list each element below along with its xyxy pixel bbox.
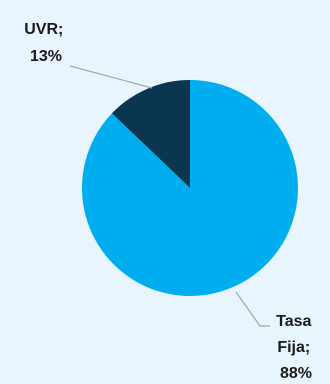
pie-slice-tasa-fija <box>81 80 298 297</box>
data-label-tasa-fija-value: 88% <box>280 365 312 382</box>
data-label-uvr-name: UVR; <box>24 21 63 38</box>
data-label-tasa-fija: Tasa Fija; 88% <box>276 313 316 382</box>
data-label-tasa-fija-name-2: Fija; <box>277 339 310 356</box>
data-label-tasa-fija-name-1: Tasa <box>276 313 311 330</box>
data-label-uvr-value: 13% <box>30 48 62 65</box>
leader-line-uvr <box>69 65 153 89</box>
leader-line-tasa-fija <box>235 291 270 327</box>
pie-slices <box>81 80 298 297</box>
data-label-uvr: UVR; 13% <box>24 21 68 65</box>
pie-slice-uvr <box>111 80 190 188</box>
